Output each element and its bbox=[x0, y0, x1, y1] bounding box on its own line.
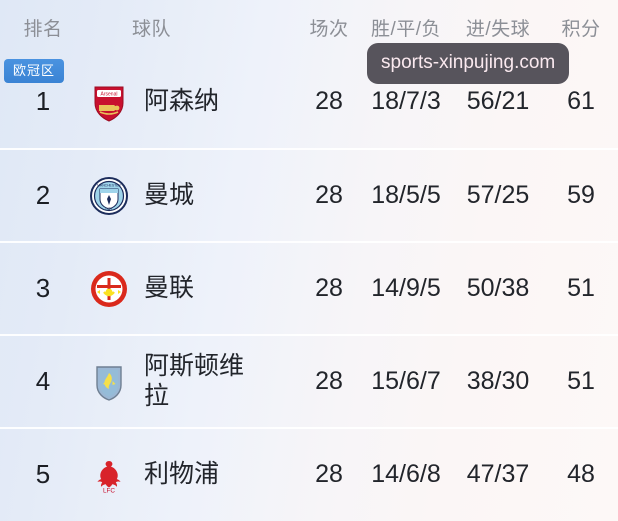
row-rank: 4 bbox=[35, 366, 51, 396]
row-points: 51 bbox=[567, 367, 595, 395]
svg-text:LFC: LFC bbox=[103, 487, 115, 494]
row-played: 28 bbox=[315, 367, 343, 395]
row-played: 28 bbox=[315, 274, 343, 302]
row-team: Arsenal 阿森纳 bbox=[86, 79, 298, 125]
row-rank: 3 bbox=[35, 273, 51, 303]
row-team-name: 利物浦 bbox=[144, 459, 220, 488]
svg-text:CITY: CITY bbox=[105, 207, 113, 211]
table-row[interactable]: 4 阿斯顿维拉 28 15/6/7 38/30 51 bbox=[0, 334, 618, 427]
row-played: 28 bbox=[315, 460, 343, 488]
row-wdl: 18/7/3 bbox=[371, 87, 441, 115]
table-body: 1 Arsenal 阿森纳 28 18/7/3 56/21 61 bbox=[0, 55, 618, 520]
liverpool-crest-icon: LFC bbox=[86, 452, 132, 498]
row-team-name: 阿斯顿维拉 bbox=[144, 352, 245, 410]
row-rank: 1 bbox=[35, 86, 51, 116]
column-header-rank: 排名 bbox=[23, 19, 63, 40]
row-team-name: 曼城 bbox=[144, 180, 195, 209]
row-wdl: 14/9/5 bbox=[371, 274, 441, 302]
column-header-goals: 进/失球 bbox=[465, 19, 531, 40]
zone-badge-champions-league: 欧冠区 bbox=[4, 59, 65, 83]
row-goals: 56/21 bbox=[466, 87, 530, 115]
row-played: 28 bbox=[315, 87, 343, 115]
row-goals: 47/37 bbox=[466, 460, 530, 488]
row-team: LFC 利物浦 bbox=[86, 452, 298, 498]
row-points: 59 bbox=[567, 181, 595, 209]
row-rank: 2 bbox=[35, 180, 51, 210]
row-points: 51 bbox=[567, 274, 595, 302]
aston-villa-crest-icon bbox=[86, 359, 132, 405]
manchester-city-crest-icon: MANCHESTER CITY bbox=[86, 173, 132, 219]
row-rank: 5 bbox=[35, 459, 51, 489]
row-wdl: 14/6/8 bbox=[371, 460, 441, 488]
column-header-played: 场次 bbox=[309, 19, 349, 40]
table-row[interactable]: 2 MANCHESTER CITY 曼城 28 18/5/5 bbox=[0, 148, 618, 241]
row-played: 28 bbox=[315, 181, 343, 209]
row-team: MANCHESTER CITY 曼城 bbox=[86, 173, 298, 219]
arsenal-crest-icon: Arsenal bbox=[86, 79, 132, 125]
manchester-united-crest-icon bbox=[86, 266, 132, 312]
watermark: sports-xinpujing.com bbox=[367, 43, 570, 84]
row-points: 48 bbox=[567, 460, 595, 488]
svg-text:MANCHESTER: MANCHESTER bbox=[97, 183, 121, 187]
row-points: 61 bbox=[567, 87, 595, 115]
row-wdl: 15/6/7 bbox=[371, 367, 441, 395]
svg-text:Arsenal: Arsenal bbox=[101, 91, 118, 97]
table-header-row: 排名 球队 场次 胜/平/负 进/失球 积分 bbox=[0, 0, 618, 55]
table-row[interactable]: 5 LFC 利物浦 28 14/6/8 47/37 48 bbox=[0, 427, 618, 520]
table-row[interactable]: 3 曼联 28 14/9/5 5 bbox=[0, 241, 618, 334]
column-header-wdl: 胜/平/负 bbox=[370, 19, 442, 40]
row-team: 阿斯顿维拉 bbox=[86, 352, 298, 411]
table-row[interactable]: 1 Arsenal 阿森纳 28 18/7/3 56/21 61 bbox=[0, 55, 618, 148]
row-team: 曼联 bbox=[86, 266, 298, 312]
row-team-name: 阿森纳 bbox=[144, 86, 220, 115]
row-goals: 57/25 bbox=[466, 181, 530, 209]
row-goals: 50/38 bbox=[466, 274, 530, 302]
row-wdl: 18/5/5 bbox=[371, 181, 441, 209]
column-header-team: 球队 bbox=[132, 19, 172, 40]
column-header-points: 积分 bbox=[561, 19, 601, 40]
row-team-name: 曼联 bbox=[144, 273, 195, 302]
row-goals: 38/30 bbox=[466, 367, 530, 395]
